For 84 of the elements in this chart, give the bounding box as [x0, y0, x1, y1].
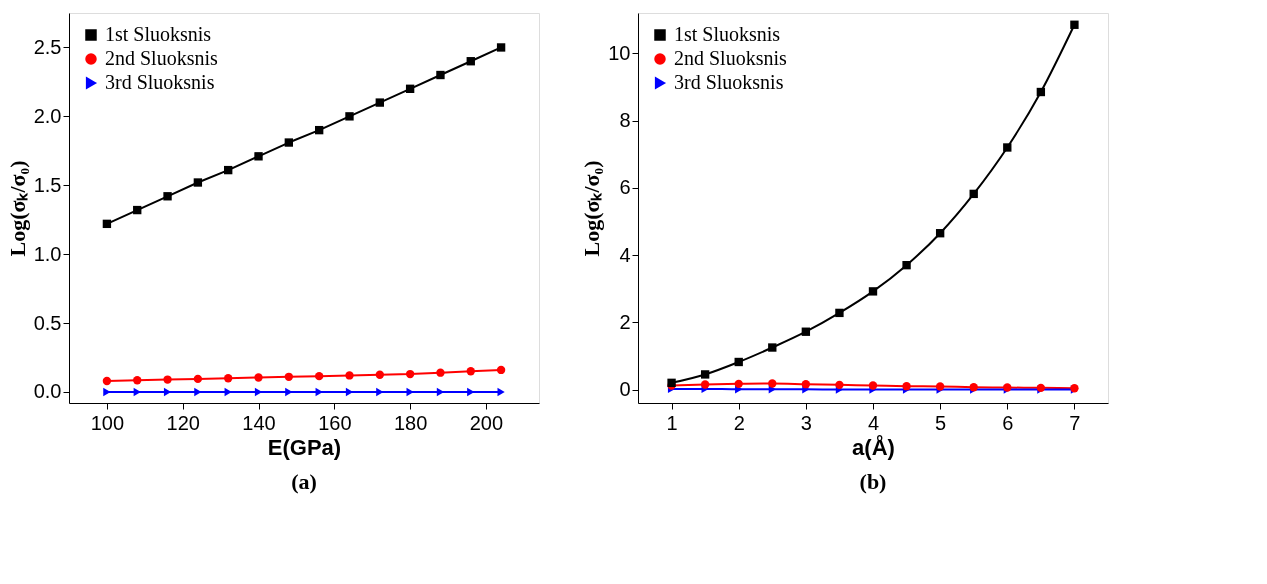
x-tick-label: 2: [733, 411, 745, 434]
point: [969, 189, 978, 199]
point: [935, 229, 945, 238]
y-tick-label: 8: [619, 109, 631, 132]
point: [1003, 143, 1012, 152]
y-tick-label: 4: [619, 243, 631, 266]
point: [1070, 20, 1079, 29]
point: [284, 372, 294, 381]
point: [734, 357, 743, 367]
y-tick-label: 2.0: [33, 104, 62, 127]
x-axis-title: a(Å): [852, 433, 895, 460]
point: [835, 380, 844, 390]
point: [375, 98, 384, 107]
point: [254, 373, 263, 382]
point: [835, 308, 844, 318]
point: [375, 370, 384, 379]
point: [133, 376, 142, 385]
point: [497, 387, 505, 397]
point: [133, 205, 142, 215]
point: [193, 178, 203, 187]
point: [436, 70, 445, 80]
text: (b): [859, 469, 887, 494]
legend-label: 2nd Sluoksnis: [674, 47, 788, 69]
x-tick-label: 180: [393, 411, 428, 434]
y-tick-label: 0.5: [33, 311, 62, 334]
x-tick-label: 6: [1002, 411, 1014, 434]
y-tick-label: 1.0: [33, 242, 62, 265]
y-tick-label: 2.5: [33, 35, 62, 58]
point: [314, 125, 324, 135]
y-axis-title: Log(σₖ/σ₀): [4, 160, 30, 257]
x-tick-label: 140: [242, 411, 276, 434]
legend-label: 3rd Sluoksnis: [105, 71, 215, 93]
x-tick-label: 120: [166, 411, 200, 434]
point: [345, 371, 354, 380]
point: [496, 365, 506, 375]
point: [345, 112, 354, 121]
text: (a): [291, 469, 317, 494]
point: [868, 381, 878, 390]
point: [801, 327, 811, 336]
point: [254, 152, 263, 161]
point: [734, 379, 743, 389]
point: [1036, 87, 1046, 97]
point: [700, 380, 710, 389]
x-tick-label: 4: [867, 411, 880, 434]
point: [496, 43, 506, 52]
point: [466, 57, 475, 66]
point: [868, 287, 878, 296]
y-tick-label: 0.0: [33, 380, 62, 403]
point: [436, 368, 445, 377]
x-tick-label: 5: [935, 411, 947, 434]
legend-label: 2nd Sluoksnis: [105, 47, 219, 69]
point: [768, 343, 777, 352]
x-tick-label: 200: [469, 411, 504, 434]
point: [193, 374, 203, 384]
y-tick-label: 10: [608, 41, 631, 64]
point: [768, 379, 777, 388]
point: [700, 370, 710, 379]
x-tick-label: 7: [1069, 411, 1081, 434]
legend-label: 1st Sluoksnis: [105, 23, 212, 45]
y-axis-title: Log(σₖ/σ₀): [579, 160, 605, 257]
y-tick-label: 6: [619, 176, 631, 199]
y-tick-label: 1.5: [33, 173, 62, 196]
x-tick-label: 100: [90, 411, 125, 434]
y-tick-label: 2: [619, 310, 631, 333]
legend-label: 1st Sluoksnis: [674, 23, 781, 45]
legend-label: 3rd Sluoksnis: [674, 71, 784, 93]
point: [466, 367, 475, 376]
point: [284, 138, 294, 147]
point: [102, 376, 112, 386]
point: [163, 192, 172, 201]
point: [314, 371, 324, 381]
point: [102, 219, 112, 229]
point: [902, 260, 911, 270]
point: [224, 374, 233, 383]
point: [801, 380, 811, 389]
x-tick-label: 3: [800, 411, 812, 434]
point: [405, 369, 415, 379]
point: [163, 375, 172, 384]
x-axis-title: E(GPa): [267, 434, 342, 460]
x-tick-label: 160: [318, 411, 352, 434]
y-tick-label: 0: [619, 378, 631, 401]
point: [224, 165, 233, 175]
point: [405, 84, 415, 93]
x-tick-label: 1: [666, 411, 678, 434]
